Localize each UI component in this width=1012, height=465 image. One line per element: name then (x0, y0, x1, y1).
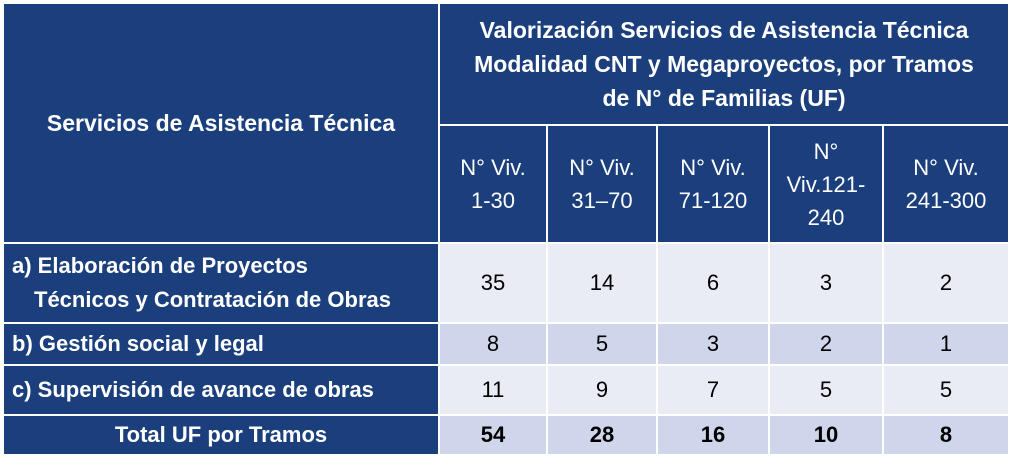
table-cell: 2 (768, 322, 884, 366)
table-cell: 6 (656, 242, 770, 324)
table-cell: 1 (882, 322, 1010, 366)
table-cell: 9 (546, 364, 658, 416)
table-cell: 11 (438, 364, 548, 416)
table-cell-total: 8 (882, 414, 1010, 456)
header-title-line-2: Modalidad CNT y Megaproyectos, por Tramo… (474, 51, 974, 77)
column-header-line: N° (813, 138, 839, 164)
column-header-line: 31–70 (571, 188, 633, 213)
column-header-71-120: N° Viv. 71-120 (656, 124, 770, 244)
header-title-line-3: de N° de Familias (UF) (602, 85, 846, 111)
column-header-line: 1-30 (470, 188, 516, 213)
column-header-line: 71-120 (678, 188, 748, 213)
table-row: c) Supervisión de avance de obras 11 9 7… (2, 364, 1010, 416)
header-title-line-1: Valorización Servicios de Asistencia Téc… (479, 17, 969, 43)
row-label-supervision: c) Supervisión de avance de obras (2, 364, 440, 416)
table-cell: 5 (882, 364, 1010, 416)
header-title: Valorización Servicios de Asistencia Téc… (438, 2, 1010, 126)
table-cell-total: 10 (768, 414, 884, 456)
column-header-241-300: N° Viv. 241-300 (882, 124, 1010, 244)
table-row-total: Total UF por Tramos 54 28 16 10 8 (2, 414, 1010, 456)
column-header-31-70: N° Viv. 31–70 (546, 124, 658, 244)
row-label-total: Total UF por Tramos (2, 414, 440, 456)
row-label-line: Técnicos y Contratación de Obras (34, 287, 391, 312)
column-header-line: 240 (807, 204, 845, 230)
table-cell: 35 (438, 242, 548, 324)
row-label-line: a) Elaboración de Proyectos (12, 253, 308, 278)
valorizacion-table: Servicios de Asistencia Técnica Valoriza… (2, 2, 1010, 456)
header-services-column: Servicios de Asistencia Técnica (2, 2, 440, 244)
column-header-line: 241-300 (905, 188, 987, 213)
table-cell: 14 (546, 242, 658, 324)
column-header-line: N° Viv. (913, 155, 979, 180)
table-cell: 8 (438, 322, 548, 366)
row-label-elaboracion: a) Elaboración de Proyectos Técnicos y C… (2, 242, 440, 324)
table-cell-total: 16 (656, 414, 770, 456)
header-services-label: Servicios de Asistencia Técnica (46, 110, 396, 136)
column-header-line: N° Viv. (569, 155, 635, 180)
column-header-line: N° Viv. (680, 155, 746, 180)
column-header-line: Viv.121- (786, 171, 866, 197)
table-cell-total: 28 (546, 414, 658, 456)
table-cell-total: 54 (438, 414, 548, 456)
table-cell: 7 (656, 364, 770, 416)
table-cell: 5 (546, 322, 658, 366)
column-header-line: N° Viv. (460, 155, 526, 180)
row-label-gestion: b) Gestión social y legal (2, 322, 440, 366)
table-cell: 5 (768, 364, 884, 416)
table-row: b) Gestión social y legal 8 5 3 2 1 (2, 322, 1010, 366)
table-row: a) Elaboración de Proyectos Técnicos y C… (2, 242, 1010, 324)
column-header-1-30: N° Viv. 1-30 (438, 124, 548, 244)
column-header-121-240: N° Viv.121- 240 (768, 124, 884, 244)
table-cell: 2 (882, 242, 1010, 324)
table-cell: 3 (656, 322, 770, 366)
table-cell: 3 (768, 242, 884, 324)
